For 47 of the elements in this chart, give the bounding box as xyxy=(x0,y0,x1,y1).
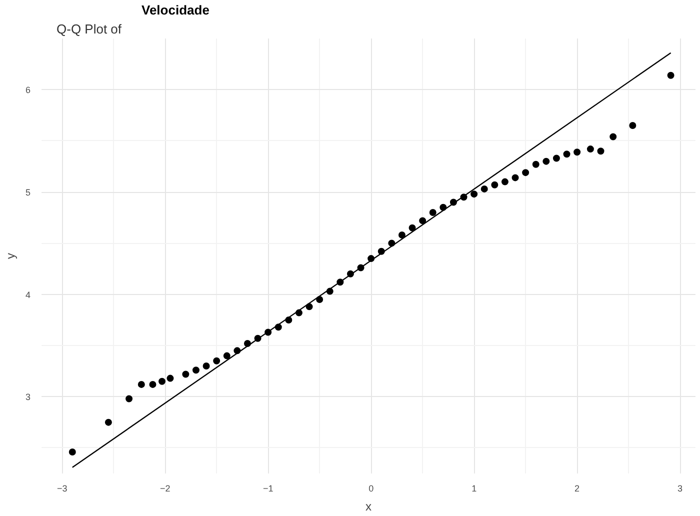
point xyxy=(192,366,200,374)
point xyxy=(126,395,133,402)
y-tick-label: 5 xyxy=(25,188,31,198)
point xyxy=(68,448,76,456)
point xyxy=(213,357,220,364)
point xyxy=(138,380,145,388)
x-tick-label: 2 xyxy=(574,484,580,494)
point xyxy=(522,169,530,176)
point xyxy=(563,150,570,158)
x-tick-label: 1 xyxy=(472,484,477,494)
point xyxy=(429,209,436,216)
point xyxy=(480,185,488,192)
x-tick-label: −2 xyxy=(160,484,170,494)
point xyxy=(597,148,604,155)
point xyxy=(491,181,498,188)
x-tick-label: 3 xyxy=(678,484,683,494)
point xyxy=(419,217,426,224)
point xyxy=(398,232,406,239)
chart-title: Q-Q Plot of xyxy=(56,22,122,36)
point xyxy=(470,190,478,198)
point xyxy=(202,362,210,370)
y-axis-title: y xyxy=(3,253,18,259)
point xyxy=(182,370,190,378)
x-tick-label: 0 xyxy=(368,484,374,494)
x-axis-title: x xyxy=(366,500,372,514)
point xyxy=(512,174,519,182)
point xyxy=(149,380,156,388)
point xyxy=(574,148,581,156)
point xyxy=(552,154,560,162)
point xyxy=(542,158,550,165)
point xyxy=(158,378,166,385)
point xyxy=(532,160,540,168)
chart-subtitle: Velocidade xyxy=(142,2,210,18)
point xyxy=(610,133,617,140)
x-tick-label: −3 xyxy=(56,484,68,494)
point xyxy=(408,224,416,232)
point xyxy=(166,374,174,382)
point xyxy=(104,418,112,426)
point xyxy=(586,146,594,153)
y-tick-label: 3 xyxy=(25,392,31,402)
x-tick-label: −1 xyxy=(262,484,274,494)
point xyxy=(629,122,636,129)
y-tick-label: 6 xyxy=(25,85,31,96)
point xyxy=(501,178,508,186)
point xyxy=(667,72,674,79)
point xyxy=(223,352,230,360)
y-tick-label: 4 xyxy=(25,290,31,300)
